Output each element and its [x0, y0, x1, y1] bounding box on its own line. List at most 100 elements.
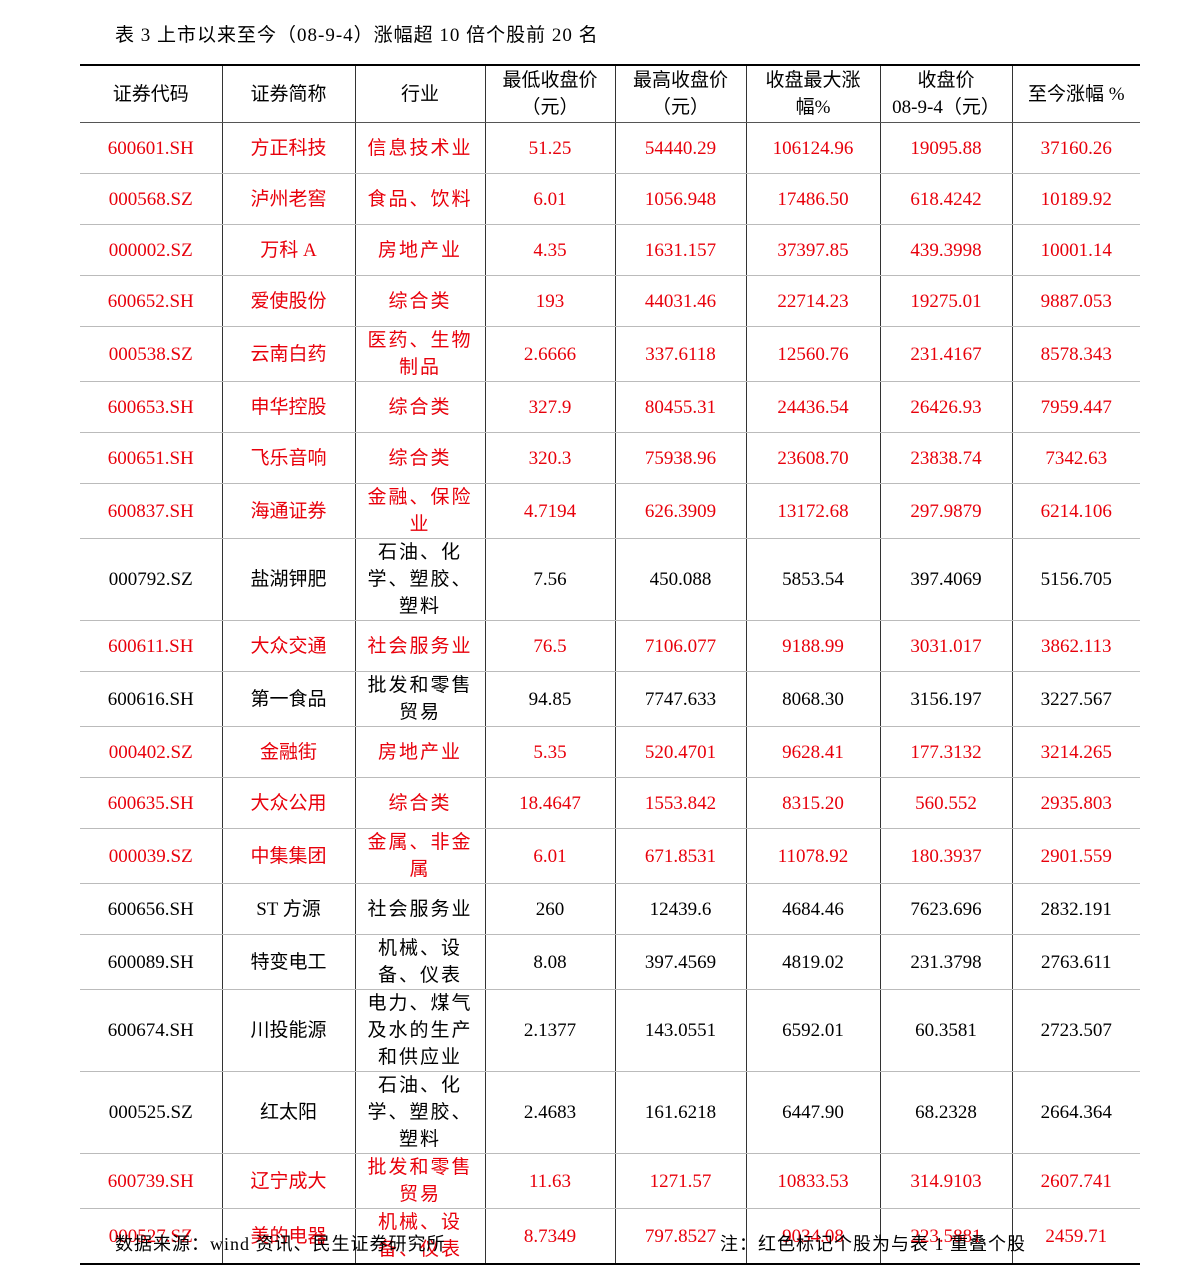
table-row: 600739.SH 辽宁成大 批发和零售贸易 11.63 1271.57 10833.53…	[80, 1153, 1140, 1209]
table-row: 600611.SH 大众交通 社会服务业 76.5 7106.077 9188.99 303…	[80, 620, 1140, 672]
table-cell: 2935.803	[1011, 777, 1140, 829]
table-cell: 批发和零售贸易	[354, 1153, 485, 1209]
table-cell: 2.6666	[484, 326, 615, 382]
table-cell: 石油、化学、塑胶、塑料	[354, 538, 485, 621]
header-cell: 收盘最大涨幅%	[745, 65, 880, 123]
table-cell: 中集集团	[221, 828, 355, 884]
header-text: 至今涨幅 %	[1027, 83, 1125, 105]
table-cell: 泸州老窖	[221, 173, 355, 225]
table-row: 600089.SH 特变电工 机械、设备、仪表 8.08 397.4569 4819.02…	[80, 934, 1140, 990]
header-text: 幅%	[795, 97, 831, 118]
table-cell: 439.3998	[879, 224, 1012, 276]
table-cell: 8.08	[484, 934, 615, 990]
table-row: 600837.SH 海通证券 金融、保险业 4.7194 626.3909 13172.6…	[80, 483, 1140, 539]
table-cell: 7342.63	[1011, 432, 1140, 484]
table-cell: 辽宁成大	[221, 1153, 355, 1209]
table-cell: ST 方源	[221, 883, 355, 935]
table-cell: 8578.343	[1011, 326, 1140, 382]
table-cell: 1631.157	[614, 224, 746, 276]
table-cell: 600652.SH	[80, 275, 222, 327]
table-cell: 1553.842	[614, 777, 746, 829]
table-cell: 9188.99	[745, 620, 880, 672]
table-row: 000402.SZ 金融街 房地产业 5.35 520.4701 9628.41 177.3…	[80, 726, 1140, 778]
table-cell: 19275.01	[879, 275, 1012, 327]
table-cell: 68.2328	[879, 1071, 1012, 1154]
table-cell: 177.3132	[879, 726, 1012, 778]
table-row: 600656.SH ST 方源 社会服务业 260 12439.6 4684.46 7623…	[80, 883, 1140, 935]
table-cell: 23838.74	[879, 432, 1012, 484]
table-cell: 37397.85	[745, 224, 880, 276]
table-cell: 231.3798	[879, 934, 1012, 990]
table-cell: 6214.106	[1011, 483, 1140, 539]
table-cell: 797.8527	[614, 1208, 746, 1265]
table-cell: 314.9103	[879, 1153, 1012, 1209]
table-cell: 520.4701	[614, 726, 746, 778]
header-text: 收盘最大涨	[765, 70, 861, 91]
table-cell: 1056.948	[614, 173, 746, 225]
stock-table: 证券代码 证券简称 行业 最低收盘价 （元） 最高收盘价 （元） 收盘最大涨 幅% 收盘价 08-9…	[80, 64, 1140, 1265]
table-cell: 2832.191	[1011, 883, 1140, 935]
header-cell: 证券代码	[80, 65, 222, 123]
header-text: 证券代码	[112, 83, 189, 105]
table-cell: 600837.SH	[80, 483, 222, 539]
table-cell: 17486.50	[745, 173, 880, 225]
table-row: 000568.SZ 泸州老窖 食品、饮料 6.01 1056.948 17486.50 61…	[80, 173, 1140, 225]
table-cell: 5853.54	[745, 538, 880, 621]
table-cell: 3214.265	[1011, 726, 1140, 778]
table-cell: 76.5	[484, 620, 615, 672]
table-cell: 6.01	[484, 828, 615, 884]
table-cell: 337.6118	[614, 326, 746, 382]
table-cell: 9034.08	[745, 1208, 880, 1265]
table-cell: 18.4647	[484, 777, 615, 829]
table-cell: 2901.559	[1011, 828, 1140, 884]
table-cell: 23608.70	[745, 432, 880, 484]
table-cell: 飞乐音响	[221, 432, 355, 484]
table-row: 000527.SZ 美的电器 机械、设备、仪表 8.7349 797.8527 9034.…	[80, 1208, 1140, 1265]
table-cell: 4.7194	[484, 483, 615, 539]
table-cell: 金属、非金属	[354, 828, 485, 884]
table-cell: 000402.SZ	[80, 726, 222, 778]
table-cell: 94.85	[484, 671, 615, 727]
table-cell: 22714.23	[745, 275, 880, 327]
table-cell: 4819.02	[745, 934, 880, 990]
table-cell: 综合类	[354, 275, 485, 327]
header-text: （元）	[651, 97, 709, 118]
header-cell: 行业	[354, 65, 485, 123]
header-cell: 最高收盘价 （元）	[614, 65, 746, 123]
table-cell: 特变电工	[221, 934, 355, 990]
table-cell: 000568.SZ	[80, 173, 222, 225]
table-cell: 44031.46	[614, 275, 746, 327]
table-cell: 8315.20	[745, 777, 880, 829]
header-text: 最高收盘价	[632, 70, 728, 91]
table-cell: 8.7349	[484, 1208, 615, 1265]
header-cell: 证券简称	[221, 65, 355, 123]
table-cell: 批发和零售贸易	[354, 671, 485, 727]
table-cell: 7623.696	[879, 883, 1012, 935]
table-cell: 金融、保险业	[354, 483, 485, 539]
header-text: 08-9-4（元）	[892, 97, 1000, 118]
table-row: 600601.SH 方正科技 信息技术业 51.25 54440.29 106124.96…	[80, 122, 1140, 174]
table-cell: 4684.46	[745, 883, 880, 935]
table-row: 600635.SH 大众公用 综合类 18.4647 1553.842 8315.20 56…	[80, 777, 1140, 829]
table-cell: 社会服务业	[354, 620, 485, 672]
table-cell: 231.4167	[879, 326, 1012, 382]
table-cell: 000002.SZ	[80, 224, 222, 276]
table-cell: 26426.93	[879, 381, 1012, 433]
table-cell: 2459.71	[1011, 1208, 1140, 1265]
table-cell: 房地产业	[354, 726, 485, 778]
table-cell: 10189.92	[1011, 173, 1140, 225]
table-cell: 社会服务业	[354, 883, 485, 935]
table-cell: 618.4242	[879, 173, 1012, 225]
table-cell: 54440.29	[614, 122, 746, 174]
table-cell: 75938.96	[614, 432, 746, 484]
table-cell: 626.3909	[614, 483, 746, 539]
table-cell: 美的电器	[221, 1208, 355, 1265]
table-row: 000792.SZ 盐湖钾肥 石油、化学、塑胶、塑料 7.56 450.088 5853.…	[80, 538, 1140, 621]
table-cell: 石油、化学、塑胶、塑料	[354, 1071, 485, 1154]
table-cell: 2.1377	[484, 989, 615, 1072]
table-cell: 10833.53	[745, 1153, 880, 1209]
header-text: 收盘价	[917, 70, 975, 91]
table-title: 表 3 上市以来至今（08-9-4）涨幅超 10 倍个股前 20 名	[115, 25, 599, 46]
table-cell: 房地产业	[354, 224, 485, 276]
